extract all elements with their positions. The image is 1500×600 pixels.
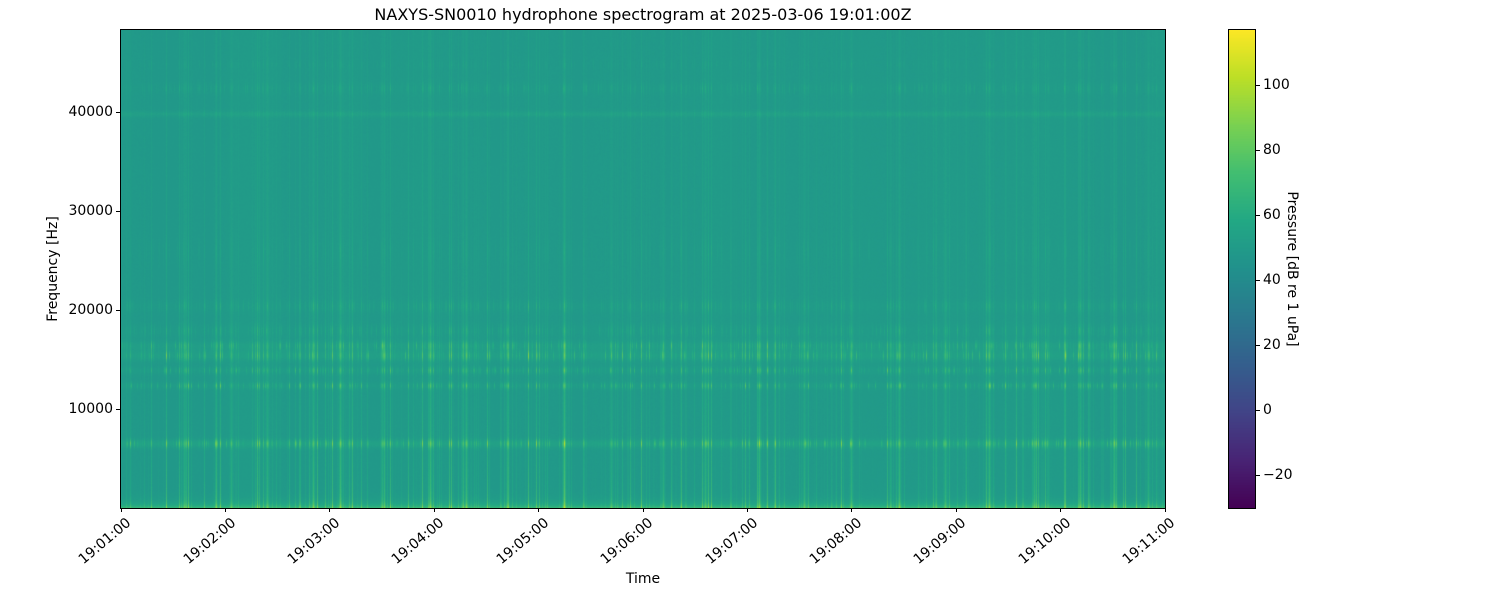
x-tick-label: 19:09:00 (911, 515, 970, 568)
x-tick-label: 19:06:00 (597, 515, 657, 568)
colorbar-tick-mark (1256, 279, 1260, 281)
colorbar-tick-label: 100 (1263, 77, 1290, 94)
x-tick-label: 19:07:00 (702, 515, 761, 568)
x-tick-label: 19:08:00 (806, 515, 866, 568)
y-tick-mark (116, 210, 120, 212)
colorbar-tick-label: 80 (1263, 142, 1281, 159)
colorbar-tick-mark (1256, 474, 1260, 476)
y-tick-label: 40000 (68, 104, 113, 121)
x-tick-label: 19:02:00 (180, 515, 239, 568)
colorbar-tick-mark (1256, 409, 1260, 411)
x-tick-mark (851, 508, 853, 512)
spectrogram-heatmap (121, 30, 1165, 508)
x-tick-mark (433, 508, 435, 512)
colorbar-label: Pressure [dB re 1 uPa] (1284, 191, 1300, 347)
x-tick-label: 19:03:00 (284, 515, 344, 568)
colorbar-tick-mark (1256, 84, 1260, 86)
colorbar (1228, 29, 1256, 509)
colorbar-tick-label: 40 (1263, 272, 1281, 289)
colorbar-tick-label: 20 (1263, 337, 1281, 354)
colorbar-tick-mark (1256, 149, 1260, 151)
x-tick-mark (1060, 508, 1062, 512)
x-tick-label: 19:05:00 (493, 515, 552, 568)
x-tick-mark (1164, 508, 1166, 512)
y-axis-label: Frequency [Hz] (45, 216, 61, 322)
x-tick-mark (642, 508, 644, 512)
x-tick-label: 19:11:00 (1119, 515, 1179, 568)
x-tick-label: 19:01:00 (75, 515, 135, 568)
colorbar-tick-label: 0 (1263, 402, 1272, 419)
x-tick-mark (538, 508, 540, 512)
colorbar-tick-mark (1256, 214, 1260, 216)
colorbar-tick-mark (1256, 344, 1260, 346)
x-axis-label: Time (625, 571, 661, 587)
chart-title: NAXYS-SN0010 hydrophone spectrogram at 2… (374, 5, 912, 24)
plot-frame (120, 29, 1166, 509)
y-tick-label: 10000 (68, 401, 113, 418)
colorbar-tick-label: 60 (1263, 207, 1281, 224)
colorbar-tick-label: −20 (1263, 467, 1293, 484)
y-tick-label: 20000 (68, 302, 113, 319)
colorbar-gradient (1229, 30, 1255, 508)
x-tick-mark (224, 508, 226, 512)
y-tick-mark (116, 111, 120, 113)
y-tick-label: 30000 (68, 203, 113, 220)
x-tick-mark (329, 508, 331, 512)
x-tick-mark (120, 508, 122, 512)
y-tick-mark (116, 408, 120, 410)
x-tick-label: 19:10:00 (1015, 515, 1074, 568)
x-tick-mark (955, 508, 957, 512)
y-tick-mark (116, 309, 120, 311)
x-tick-mark (746, 508, 748, 512)
x-tick-label: 19:04:00 (389, 515, 448, 568)
